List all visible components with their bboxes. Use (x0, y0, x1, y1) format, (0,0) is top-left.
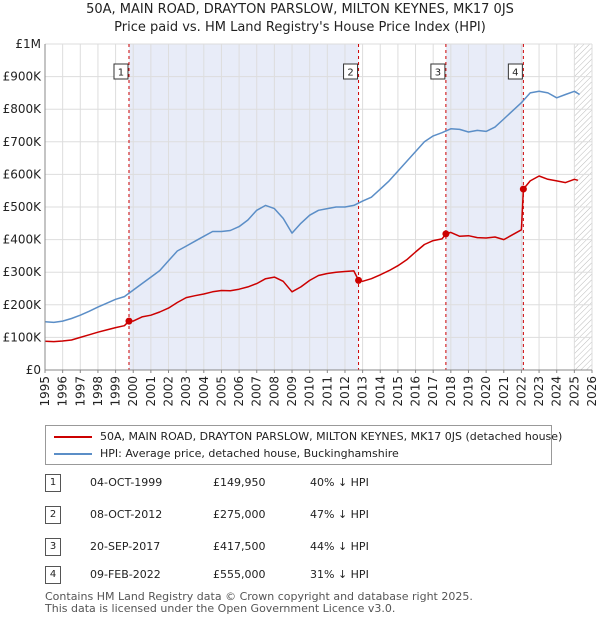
sale-label-box (430, 63, 446, 80)
x-tick-label: 1997 (73, 376, 87, 407)
x-tick-label: 2016 (409, 376, 423, 407)
sale-date: 09-FEB-2022 (90, 568, 161, 581)
x-tick-label: 1999 (109, 376, 123, 407)
sale-price: £417,500 (213, 540, 266, 553)
sale-label-box (343, 63, 359, 80)
x-tick-label: 2014 (373, 376, 387, 407)
hpi-line (44, 90, 580, 324)
sale-point (355, 276, 363, 284)
x-tick-label: 2012 (338, 376, 352, 407)
sale-price: £149,950 (213, 476, 266, 489)
x-tick-label: 2017 (426, 376, 440, 407)
sale-hpi-diff: 40% ↓ HPI (310, 476, 369, 489)
y-tick-label: £500K (3, 200, 43, 214)
y-tick-label: £200K (3, 298, 43, 312)
x-tick-label: 2007 (250, 376, 264, 407)
x-tick-label: 2003 (179, 376, 193, 407)
legend-swatch-property (54, 436, 92, 438)
x-tick-label: 2015 (391, 376, 405, 407)
x-tick-label: 2002 (162, 376, 176, 407)
sale-label: 3 (435, 68, 441, 79)
sale-label-box (507, 63, 523, 80)
sale-point (125, 317, 133, 325)
x-tick-label: 2021 (497, 376, 511, 407)
sale-label: 2 (347, 68, 353, 79)
sale-label: 4 (512, 68, 518, 79)
y-tick-label: £300K (3, 265, 43, 279)
chart-title: 50A, MAIN ROAD, DRAYTON PARSLOW, MILTON … (86, 2, 514, 17)
x-tick-label: 2008 (267, 376, 281, 407)
x-tick-label: 2018 (444, 376, 458, 407)
x-tick-label: 2001 (144, 376, 158, 407)
legend: 50A, MAIN ROAD, DRAYTON PARSLOW, MILTON … (45, 425, 562, 465)
sale-price: £555,000 (213, 568, 266, 581)
y-tick-label: £1M (15, 37, 41, 51)
legend-label-property: 50A, MAIN ROAD, DRAYTON PARSLOW, MILTON … (100, 430, 563, 443)
footer-copyright: Contains HM Land Registry data © Crown c… (45, 590, 473, 603)
x-tick-label: 2025 (567, 376, 581, 407)
sale-price: £275,000 (213, 508, 266, 521)
sale-number: 1 (45, 474, 61, 492)
x-tick-label: 2013 (356, 376, 370, 407)
x-tick-label: 2010 (303, 376, 317, 407)
x-tick-label: 2006 (232, 376, 246, 407)
sale-hpi-diff: 47% ↓ HPI (310, 508, 369, 521)
x-tick-label: 2026 (585, 376, 599, 407)
y-tick-label: £400K (3, 233, 43, 247)
x-tick-label: 2023 (532, 376, 546, 407)
x-tick-label: 2011 (320, 376, 334, 407)
x-tick-label: 2004 (197, 376, 211, 407)
y-tick-label: £0 (26, 363, 41, 377)
chart-subtitle: Price paid vs. HM Land Registry's House … (114, 20, 486, 35)
sale-label: 1 (118, 68, 124, 79)
x-tick-label: 2022 (514, 376, 528, 407)
y-tick-label: £100K (3, 330, 43, 344)
sale-hpi-diff: 31% ↓ HPI (310, 568, 369, 581)
x-tick-label: 1995 (38, 376, 52, 407)
sale-number: 3 (45, 538, 61, 556)
sale-date: 20-SEP-2017 (90, 540, 161, 553)
x-tick-label: 1996 (56, 376, 70, 407)
x-tick-label: 2020 (479, 376, 493, 407)
legend-label-hpi: HPI: Average price, detached house, Buck… (100, 447, 399, 460)
x-tick-label: 2019 (461, 376, 475, 407)
property-price-line (44, 175, 579, 343)
sale-point (442, 230, 450, 238)
y-tick-label: £900K (3, 70, 43, 84)
sale-point (519, 185, 527, 193)
price-chart: 1 2 3 4 £0 £100K £200K £300K £400K £500K £600K £70… (3, 37, 599, 407)
x-tick-label: 2005 (214, 376, 228, 407)
sale-label-box (113, 63, 129, 80)
y-tick-label: £700K (3, 135, 43, 149)
sale-date: 08-OCT-2012 (90, 508, 163, 521)
x-tick-label: 2024 (550, 376, 564, 407)
x-tick-label: 1998 (91, 376, 105, 407)
y-tick-label: £800K (3, 102, 43, 116)
footer-license: This data is licensed under the Open Gov… (45, 602, 396, 615)
sale-date: 04-OCT-1999 (90, 476, 163, 489)
sale-number: 4 (45, 566, 61, 584)
x-tick-label: 2009 (285, 376, 299, 407)
sale-number: 2 (45, 506, 61, 524)
legend-swatch-hpi (54, 453, 92, 455)
sale-hpi-diff: 44% ↓ HPI (310, 540, 369, 553)
x-tick-label: 2000 (126, 376, 140, 407)
y-tick-label: £600K (3, 167, 43, 181)
